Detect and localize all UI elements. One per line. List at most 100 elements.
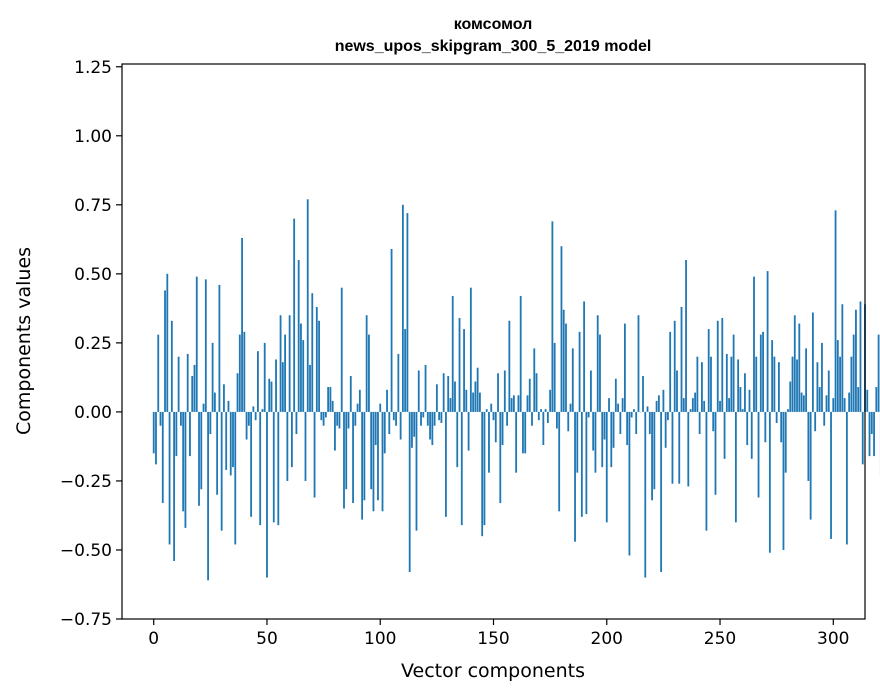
bar	[431, 411, 434, 446]
bar	[372, 411, 375, 512]
bar	[793, 315, 796, 412]
bar	[340, 287, 343, 412]
bar	[449, 398, 452, 412]
bar	[422, 411, 425, 418]
bar	[855, 309, 857, 412]
bar	[691, 398, 694, 412]
bar	[465, 389, 468, 412]
bar	[275, 359, 277, 412]
bar	[238, 334, 241, 412]
bar	[322, 411, 325, 426]
bar	[155, 411, 157, 465]
bar	[839, 356, 841, 412]
bar	[603, 411, 606, 440]
bar	[739, 387, 742, 412]
bar	[687, 411, 690, 487]
bar	[177, 356, 180, 412]
bar	[648, 411, 651, 434]
bar	[701, 362, 703, 412]
bars	[152, 199, 880, 581]
bar	[710, 356, 712, 412]
bar	[200, 411, 203, 490]
bar	[286, 411, 289, 481]
bar	[528, 378, 531, 412]
bar	[755, 356, 758, 412]
plot-frame	[121, 63, 866, 620]
bar	[667, 411, 669, 421]
bar	[524, 411, 527, 454]
bar	[836, 340, 839, 412]
bar	[800, 392, 803, 412]
bar	[334, 411, 336, 451]
bar	[646, 406, 649, 412]
bar	[569, 403, 572, 412]
bar	[614, 378, 617, 412]
bar	[676, 370, 678, 412]
bar	[281, 362, 284, 412]
bar	[302, 340, 305, 412]
bar	[223, 384, 225, 412]
bar	[734, 411, 737, 523]
bar	[605, 411, 608, 523]
bar	[397, 353, 400, 412]
bar	[567, 411, 570, 432]
bar	[175, 411, 178, 457]
bar	[750, 411, 753, 459]
bar	[535, 373, 538, 412]
bar	[610, 411, 613, 468]
bar	[327, 387, 330, 412]
bar	[698, 411, 701, 434]
bar	[870, 411, 873, 434]
bar	[300, 323, 302, 412]
bar	[202, 403, 205, 412]
bar	[608, 398, 610, 412]
bar	[454, 381, 456, 412]
bar	[587, 411, 590, 418]
bar	[515, 411, 518, 473]
bar	[685, 260, 687, 412]
bar	[809, 411, 812, 520]
bar	[590, 370, 592, 412]
bar	[259, 411, 262, 526]
bar	[748, 389, 751, 412]
bar	[270, 381, 273, 412]
bar	[725, 353, 728, 412]
bar	[644, 411, 647, 578]
bar	[243, 331, 246, 412]
bar	[651, 411, 653, 501]
bar	[832, 398, 835, 412]
bar	[207, 411, 209, 581]
bar	[633, 409, 635, 412]
bar	[213, 392, 216, 412]
bar	[227, 400, 230, 412]
bar	[857, 387, 860, 412]
bar	[830, 411, 832, 539]
x-tick-label: 300	[817, 629, 849, 649]
bar	[352, 411, 354, 504]
bar	[744, 373, 746, 412]
bar	[546, 411, 549, 423]
bar	[424, 364, 427, 412]
bar	[680, 306, 683, 412]
bar	[309, 364, 311, 412]
bar	[173, 411, 175, 562]
bar	[802, 395, 805, 412]
bar	[594, 411, 597, 473]
bar	[818, 387, 821, 412]
bar	[719, 400, 721, 412]
bar	[499, 411, 502, 504]
bar	[474, 381, 477, 412]
bar	[365, 315, 368, 412]
bar	[712, 411, 715, 432]
bar	[689, 409, 692, 412]
bar	[442, 373, 445, 412]
bar	[186, 353, 189, 412]
bar	[787, 409, 789, 412]
bar	[671, 411, 674, 484]
bar	[664, 411, 667, 448]
bar	[379, 403, 382, 412]
bar	[850, 356, 853, 412]
bar	[216, 411, 219, 495]
y-tick-label: −0.75	[60, 610, 112, 630]
bar	[234, 411, 237, 545]
